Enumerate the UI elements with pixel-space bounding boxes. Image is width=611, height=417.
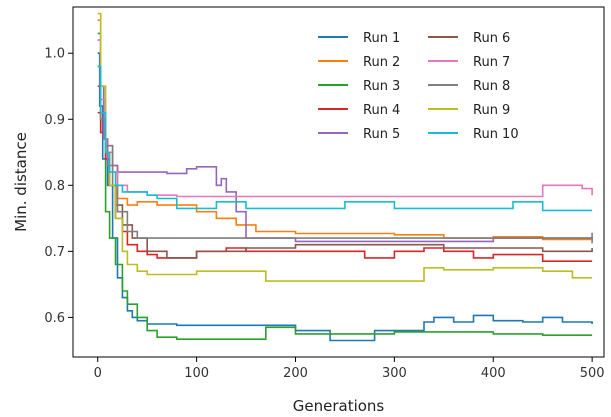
x-tick-label: 100: [184, 366, 209, 381]
x-tick-label: 500: [580, 366, 605, 381]
y-tick-label: 0.7: [44, 245, 65, 260]
x-axis-label: Generations: [293, 397, 385, 415]
x-tick-label: 0: [94, 366, 102, 381]
y-axis: 0.6 0.7 0.8 0.9 1.0: [44, 47, 73, 326]
legend-label-run-2: Run 2: [363, 55, 400, 70]
series-line-run-8: [97, 65, 593, 244]
x-tick-label: 400: [481, 366, 506, 381]
legend-label-run-6: Run 6: [473, 31, 510, 46]
legend-label-run-10: Run 10: [473, 127, 519, 142]
legend-label-run-4: Run 4: [363, 103, 400, 118]
x-tick-label: 300: [382, 366, 407, 381]
legend-label-run-7: Run 7: [473, 55, 510, 70]
legend-label-run-3: Run 3: [363, 79, 400, 94]
plot-frame: [72, 6, 605, 358]
y-tick-label: 1.0: [44, 47, 65, 62]
plot-lines: [97, 12, 593, 342]
series-line-run-6: [97, 85, 593, 259]
legend-label-run-9: Run 9: [473, 103, 510, 118]
y-tick-label: 0.6: [44, 311, 65, 326]
series-line-run-3: [97, 32, 593, 340]
legend-label-run-8: Run 8: [473, 79, 510, 94]
y-tick-label: 0.8: [44, 179, 65, 194]
y-axis-label: Min. distance: [12, 132, 30, 232]
series-line-run-10: [97, 65, 593, 212]
legend-label-run-1: Run 1: [363, 31, 400, 46]
x-axis: 0 100 200 300 400 500: [94, 357, 605, 381]
legend: Run 1 Run 2 Run 3 Run 4 Run 5 Run 6 Run 7 Run 8…: [318, 31, 519, 142]
x-tick-label: 200: [283, 366, 308, 381]
series-line-run-5: [97, 39, 593, 243]
series-line-run-9: [97, 12, 593, 282]
legend-label-run-5: Run 5: [363, 127, 400, 142]
y-tick-label: 0.9: [44, 113, 65, 128]
